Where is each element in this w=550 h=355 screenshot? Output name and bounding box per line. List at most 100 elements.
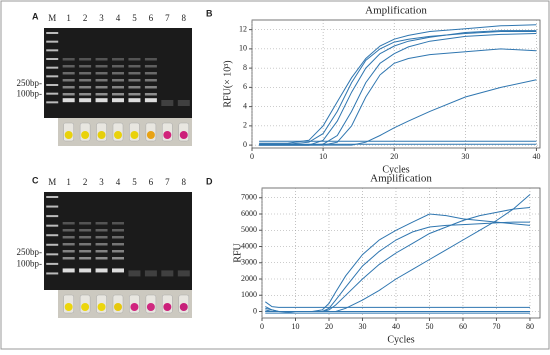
- band: [79, 93, 92, 96]
- ladder-band: [46, 215, 59, 218]
- band: [144, 86, 157, 89]
- band: [95, 79, 108, 82]
- panel-letter: D: [206, 176, 213, 186]
- band: [112, 58, 124, 61]
- lane-label: 5: [132, 13, 137, 23]
- y-tick-label: 8: [243, 63, 247, 72]
- x-tick-label: 80: [526, 322, 534, 331]
- ladder-band: [46, 49, 59, 52]
- lane-label: 5: [132, 177, 137, 187]
- band: [112, 250, 124, 253]
- x-tick-label: 20: [325, 322, 333, 331]
- ladder-band: [46, 234, 59, 237]
- series-line: [259, 79, 537, 146]
- band: [128, 58, 141, 61]
- band: [95, 98, 108, 103]
- band: [62, 58, 75, 61]
- lane-label: 6: [149, 13, 154, 23]
- y-tick-label: 6000: [241, 209, 257, 218]
- band: [95, 222, 108, 225]
- band: [95, 268, 108, 273]
- band: [95, 243, 108, 246]
- x-tick-label: 70: [492, 322, 500, 331]
- band: [79, 222, 92, 225]
- chart-title: Amplification: [365, 5, 427, 17]
- tube-liquid: [64, 303, 73, 311]
- panel-letter: C: [32, 175, 39, 185]
- band: [79, 65, 92, 68]
- band: [112, 236, 124, 239]
- x-axis-label: Cycles: [382, 164, 409, 175]
- band: [128, 86, 141, 89]
- band: [95, 65, 108, 68]
- y-tick-label: 2000: [241, 274, 257, 283]
- tube-liquid: [81, 131, 90, 139]
- band: [79, 250, 92, 253]
- band: [144, 79, 157, 82]
- band: [95, 229, 108, 232]
- band: [112, 65, 124, 68]
- band: [62, 268, 75, 273]
- lane-label: 6: [149, 177, 154, 187]
- y-tick-label: 5000: [241, 225, 257, 234]
- band: [79, 268, 92, 273]
- panel-letter: B: [206, 8, 213, 18]
- band: [62, 86, 75, 89]
- tube-liquid: [81, 303, 90, 311]
- y-axis-label: RFU(× 10³): [222, 60, 233, 107]
- band: [95, 93, 108, 96]
- tube-liquid: [114, 303, 122, 311]
- y-tick-label: 7000: [241, 193, 257, 202]
- marker-label: 100bp-: [17, 259, 43, 269]
- band: [79, 86, 92, 89]
- band: [144, 93, 157, 96]
- y-tick-label: 0: [253, 306, 257, 315]
- band: [79, 236, 92, 239]
- band: [144, 58, 157, 61]
- x-tick-label: 40: [392, 322, 400, 331]
- y-tick-label: 3000: [241, 258, 257, 267]
- tube-liquid: [146, 131, 155, 139]
- y-tick-label: 2: [243, 121, 247, 130]
- x-tick-label: 30: [461, 152, 469, 161]
- ladder-band: [46, 224, 59, 227]
- strip-edge: [44, 290, 58, 318]
- tube-liquid: [163, 131, 172, 139]
- band: [95, 72, 108, 75]
- strip-edge: [44, 118, 58, 146]
- lane-label: 7: [165, 177, 170, 187]
- tube-liquid: [97, 131, 106, 139]
- ladder-band: [46, 92, 59, 95]
- marker-label: 100bp-: [17, 89, 43, 99]
- band: [79, 243, 92, 246]
- lane-label: 3: [99, 13, 104, 23]
- band: [62, 250, 75, 253]
- ladder-band: [46, 75, 59, 78]
- y-tick-label: 4000: [241, 241, 257, 250]
- faint-band: [161, 100, 174, 106]
- band: [95, 250, 108, 253]
- lane-label: M: [48, 13, 56, 23]
- plot-area: [261, 187, 541, 319]
- band: [128, 65, 141, 68]
- x-axis-label: Cycles: [387, 334, 414, 345]
- band: [112, 79, 124, 82]
- lane-label: 2: [83, 177, 88, 187]
- x-tick-label: 20: [390, 152, 398, 161]
- y-tick-label: 4: [243, 101, 247, 110]
- ladder-band: [46, 196, 59, 198]
- chart-title: Amplification: [370, 173, 432, 185]
- tube-liquid: [179, 131, 188, 139]
- faint-band: [177, 270, 190, 277]
- band: [95, 257, 108, 260]
- band: [112, 72, 124, 75]
- band: [79, 98, 92, 103]
- ladder-band: [46, 58, 59, 60]
- x-tick-label: 60: [459, 322, 467, 331]
- series-line: [259, 24, 537, 144]
- lane-label: 8: [182, 13, 187, 23]
- tube-liquid: [130, 303, 139, 311]
- ladder-band: [46, 40, 59, 43]
- lane-label: 2: [83, 13, 88, 23]
